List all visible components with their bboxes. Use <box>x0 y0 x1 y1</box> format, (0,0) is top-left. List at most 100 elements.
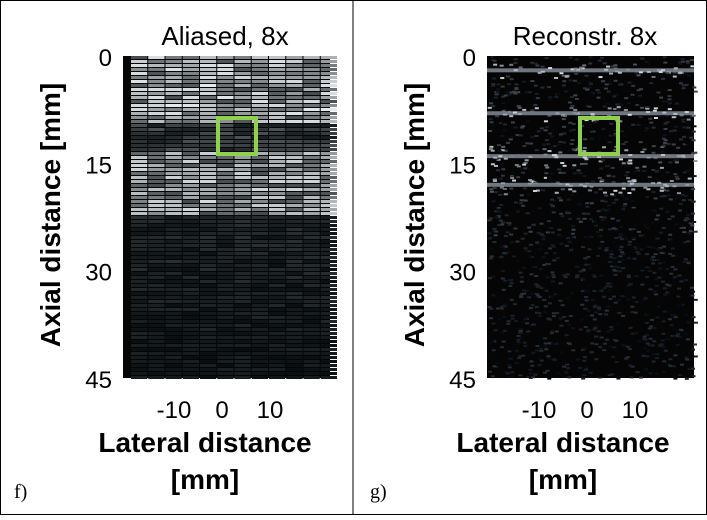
speckle <box>687 177 692 180</box>
speckle <box>672 129 677 132</box>
speckle <box>531 223 536 226</box>
pixel <box>320 280 337 283</box>
pixel <box>269 336 286 339</box>
speckle <box>692 175 697 178</box>
pixel <box>165 332 182 335</box>
pixel <box>303 80 320 83</box>
pixel <box>131 272 148 275</box>
speckle <box>537 312 542 315</box>
speckle <box>545 276 550 279</box>
speckle <box>550 244 555 247</box>
pixel <box>320 168 337 171</box>
speckle <box>672 328 677 331</box>
pixel <box>182 340 199 343</box>
pixel <box>182 136 199 139</box>
speckle <box>561 74 566 77</box>
x-tick-label: -10 <box>157 397 192 424</box>
speckle <box>688 222 693 225</box>
speckle <box>542 148 547 151</box>
speckle <box>613 265 618 268</box>
pixel <box>251 168 268 171</box>
speckle <box>671 365 676 368</box>
speckle <box>667 95 672 98</box>
pixel <box>217 204 234 207</box>
pixel <box>320 72 337 75</box>
pixel <box>182 200 199 203</box>
speckle <box>687 74 692 77</box>
speckle <box>584 74 589 77</box>
speckle <box>537 295 542 298</box>
pixel <box>131 80 148 83</box>
speckle <box>514 83 519 86</box>
pixel <box>303 368 320 371</box>
speckle <box>540 65 545 68</box>
pixel <box>131 124 148 127</box>
speckle <box>642 148 647 151</box>
pixel <box>217 68 234 71</box>
speckle <box>545 231 550 234</box>
pixel <box>269 180 286 183</box>
speckle <box>673 268 678 271</box>
pixel <box>182 216 199 219</box>
pixel <box>182 212 199 215</box>
pixel <box>286 344 303 347</box>
pixel <box>269 256 286 259</box>
speckle <box>613 371 618 374</box>
pixel <box>182 180 199 183</box>
pixel <box>269 248 286 251</box>
speckle <box>581 268 586 271</box>
pixel <box>165 344 182 347</box>
pixel <box>165 124 182 127</box>
pixel <box>303 236 320 239</box>
speckle <box>651 262 656 265</box>
speckle <box>494 362 499 365</box>
pixel <box>251 180 268 183</box>
pixel <box>200 240 217 243</box>
pixel <box>131 288 148 291</box>
pixel <box>182 344 199 347</box>
pixel <box>148 152 165 155</box>
pixel <box>286 176 303 179</box>
pixel <box>234 132 251 135</box>
pixel <box>320 256 337 259</box>
speckle <box>496 144 501 147</box>
speckle <box>549 227 554 230</box>
speckle <box>615 103 620 106</box>
pixel <box>286 100 303 103</box>
pixel <box>217 296 234 299</box>
speckle <box>522 349 527 352</box>
pixel <box>148 148 165 151</box>
speckle <box>569 143 574 146</box>
speckle <box>554 191 559 194</box>
speckle <box>640 150 645 153</box>
speckle <box>618 248 623 251</box>
speckle <box>637 94 642 97</box>
pixel <box>182 208 199 211</box>
pixel <box>251 92 268 95</box>
speckle <box>661 332 666 335</box>
pixel <box>148 132 165 135</box>
speckle <box>663 293 668 296</box>
pixel <box>182 260 199 263</box>
speckle <box>497 211 502 214</box>
pixel <box>251 136 268 139</box>
pixel <box>286 124 303 127</box>
pixel <box>251 56 268 59</box>
speckle <box>630 93 635 96</box>
speckle <box>604 309 609 312</box>
speckle <box>564 361 569 364</box>
panel-label: f) <box>14 481 27 503</box>
speckle <box>489 145 494 148</box>
speckle <box>542 263 547 266</box>
speckle <box>631 227 636 230</box>
speckle <box>535 64 540 67</box>
pixel <box>286 280 303 283</box>
pixel <box>269 300 286 303</box>
pixel <box>148 184 165 187</box>
pixel <box>303 376 320 379</box>
speckle <box>597 91 602 94</box>
speckle <box>612 346 617 349</box>
pixel <box>182 80 199 83</box>
pixel <box>131 248 148 251</box>
pixel <box>320 80 337 83</box>
